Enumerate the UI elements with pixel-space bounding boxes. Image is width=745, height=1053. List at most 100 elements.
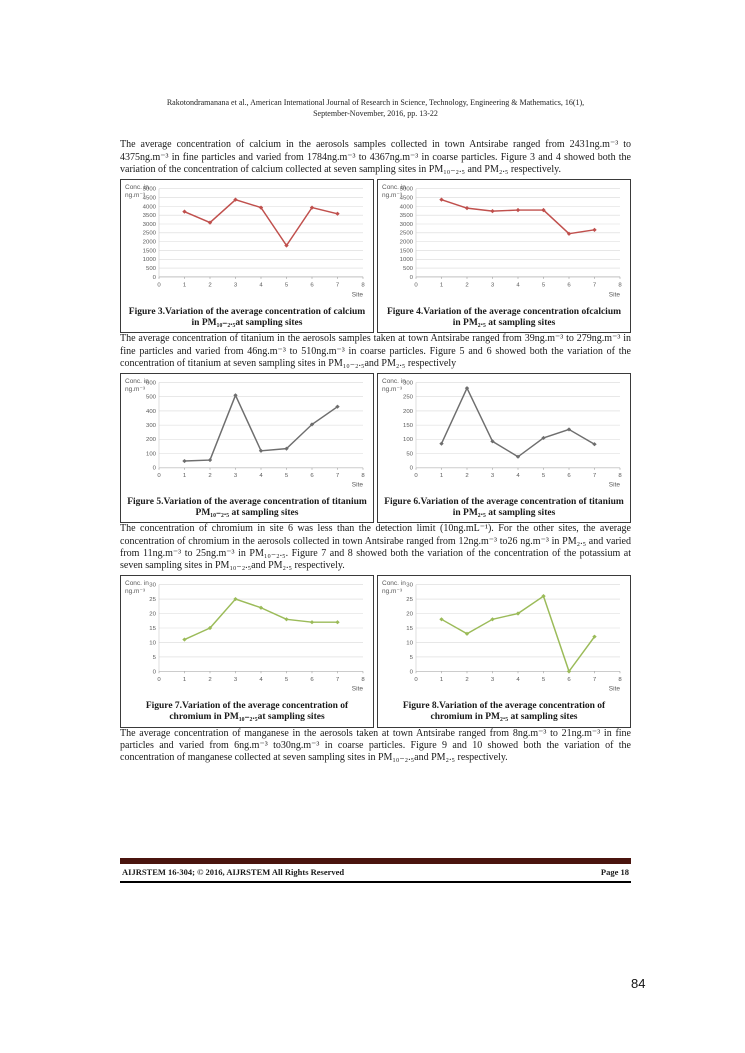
svg-text:5: 5 bbox=[542, 282, 546, 288]
svg-text:100: 100 bbox=[146, 451, 156, 457]
figure8-chart-area: Conc. in ng.m⁻³ 0 5 10 15 20 25 30 0 1 2 3 4 5 6 7 8 Sit… bbox=[378, 576, 630, 700]
svg-text:500: 500 bbox=[146, 266, 157, 272]
svg-text:8: 8 bbox=[618, 677, 621, 683]
svg-text:4000: 4000 bbox=[400, 204, 414, 210]
footer-rule bbox=[120, 881, 631, 883]
svg-text:4: 4 bbox=[259, 282, 263, 288]
svg-text:4500: 4500 bbox=[143, 195, 157, 201]
figure4-panel: Conc. in ng.m⁻³ 0 500 1000 1500 2000 2500 3000… bbox=[377, 178, 631, 334]
figure-row-3-4: Conc. in ng.m⁻³ 0 500 1000 1500 2000 2500 3000… bbox=[120, 178, 631, 334]
figure7-panel: Conc. in ng.m⁻³ 0 5 10 15 20 25 30 0 1 2 3 4 5 6 7 8 Sit… bbox=[120, 574, 374, 728]
svg-text:100: 100 bbox=[403, 437, 413, 443]
svg-text:2500: 2500 bbox=[400, 230, 414, 236]
svg-text:400: 400 bbox=[146, 408, 156, 414]
svg-text:Site: Site bbox=[352, 685, 364, 692]
page-content: Rakotondramanana et al., American Intern… bbox=[120, 97, 631, 765]
journal-header-line1: Rakotondramanana et al., American Intern… bbox=[166, 98, 585, 107]
svg-text:0: 0 bbox=[414, 473, 417, 479]
figure5-line-chart: 0 100 200 300 400 500 600 0 1 2 3 4 5 6 7 8 Site bbox=[146, 380, 365, 488]
svg-text:7: 7 bbox=[336, 282, 339, 288]
footer-page-label: Page 18 bbox=[600, 867, 629, 877]
svg-text:200: 200 bbox=[403, 408, 413, 414]
paragraph-manganese: The average concentration of manganese i… bbox=[120, 727, 631, 764]
svg-text:3: 3 bbox=[234, 473, 237, 479]
svg-text:500: 500 bbox=[403, 266, 414, 272]
svg-text:2: 2 bbox=[208, 473, 211, 479]
paragraph-titanium: The average concentration of titanium in… bbox=[120, 333, 631, 370]
svg-text:4: 4 bbox=[259, 473, 263, 479]
svg-text:7: 7 bbox=[336, 473, 339, 479]
svg-text:0: 0 bbox=[410, 669, 414, 675]
svg-text:4: 4 bbox=[516, 282, 520, 288]
figure5-panel: Conc. in ng.m⁻³ 0 100 200 300 400 500 600 0 1 2 3 4… bbox=[120, 372, 374, 524]
svg-text:4000: 4000 bbox=[143, 204, 157, 210]
svg-text:7: 7 bbox=[336, 677, 339, 683]
figure-row-7-8: Conc. in ng.m⁻³ 0 5 10 15 20 25 30 0 1 2 3 4 5 6 7 8 Sit… bbox=[120, 574, 631, 728]
svg-text:Site: Site bbox=[609, 291, 621, 298]
footer-accent-bar bbox=[120, 858, 631, 864]
figure8-y-unit-label: Conc. in ng.m⁻³ bbox=[382, 579, 406, 596]
journal-header-line2: September-November, 2016, pp. 13-22 bbox=[313, 109, 438, 119]
figure8-line-chart: 0 5 10 15 20 25 30 0 1 2 3 4 5 6 7 8 Site bbox=[406, 582, 621, 692]
svg-text:6: 6 bbox=[310, 677, 313, 683]
svg-text:5: 5 bbox=[285, 473, 288, 479]
figure3-line-chart: 0 500 1000 1500 2000 2500 3000 3500 4000 4500 5000… bbox=[143, 186, 366, 298]
svg-text:600: 600 bbox=[146, 380, 156, 386]
figure6-panel: Conc. in ng.m⁻³ 0 50 100 150 200 250 300 0 1 2 3 4 5… bbox=[377, 372, 631, 524]
svg-text:5000: 5000 bbox=[143, 186, 157, 192]
svg-text:Site: Site bbox=[609, 481, 621, 488]
figure8-panel: Conc. in ng.m⁻³ 0 5 10 15 20 25 30 0 1 2 3 4 5 6 7 8 Sit… bbox=[377, 574, 631, 728]
figure3-caption: Figure 3.Variation of the average concen… bbox=[128, 306, 366, 328]
svg-text:3: 3 bbox=[234, 677, 237, 683]
svg-text:1500: 1500 bbox=[143, 248, 157, 254]
svg-text:10: 10 bbox=[149, 640, 156, 646]
svg-text:25: 25 bbox=[406, 597, 413, 603]
svg-text:3: 3 bbox=[491, 282, 495, 288]
svg-text:3500: 3500 bbox=[400, 213, 414, 219]
svg-text:3: 3 bbox=[491, 677, 494, 683]
footer-text-row: AIJRSTEM 16-304; © 2016, AIJRSTEM All Ri… bbox=[120, 864, 631, 881]
figure7-chart-area: Conc. in ng.m⁻³ 0 5 10 15 20 25 30 0 1 2 3 4 5 6 7 8 Sit… bbox=[121, 576, 373, 700]
figure5-y-unit-label: Conc. in ng.m⁻³ bbox=[125, 377, 149, 393]
svg-text:3500: 3500 bbox=[143, 213, 157, 219]
figure6-line-chart: 0 50 100 150 200 250 300 0 1 2 3 4 5 6 7 8 Site bbox=[403, 380, 622, 488]
journal-header: Rakotondramanana et al., American Intern… bbox=[120, 97, 631, 119]
footer-left-text: AIJRSTEM 16-304; © 2016, AIJRSTEM All Ri… bbox=[122, 867, 345, 877]
svg-text:7: 7 bbox=[593, 677, 596, 683]
svg-text:6: 6 bbox=[567, 473, 570, 479]
svg-text:3000: 3000 bbox=[400, 222, 414, 228]
svg-text:8: 8 bbox=[618, 282, 622, 288]
figure5-caption: Figure 5.Variation of the average concen… bbox=[127, 496, 367, 518]
svg-text:0: 0 bbox=[157, 473, 160, 479]
svg-text:3000: 3000 bbox=[143, 222, 157, 228]
svg-text:5: 5 bbox=[542, 677, 546, 683]
svg-text:2: 2 bbox=[465, 282, 468, 288]
svg-text:1500: 1500 bbox=[400, 248, 414, 254]
svg-text:2: 2 bbox=[465, 473, 468, 479]
svg-text:5: 5 bbox=[410, 655, 414, 661]
svg-text:30: 30 bbox=[406, 582, 413, 588]
figure7-line-chart: 0 5 10 15 20 25 30 0 1 2 3 4 5 6 7 8 Site bbox=[149, 582, 364, 692]
svg-text:5: 5 bbox=[153, 655, 157, 661]
svg-text:50: 50 bbox=[406, 451, 413, 457]
svg-text:1: 1 bbox=[440, 677, 443, 683]
svg-text:5: 5 bbox=[285, 282, 289, 288]
svg-text:5: 5 bbox=[285, 677, 289, 683]
svg-text:0: 0 bbox=[153, 465, 156, 471]
svg-text:6: 6 bbox=[310, 282, 314, 288]
figure3-y-unit-label: Conc. in ng.m⁻³ bbox=[125, 183, 149, 199]
figure7-caption: Figure 7.Variation of the average concen… bbox=[145, 700, 349, 723]
figure3-chart-area: Conc. in ng.m⁻³ 0 500 1000 1500 2000 2500 3000… bbox=[121, 180, 373, 306]
svg-text:25: 25 bbox=[149, 597, 156, 603]
svg-text:0: 0 bbox=[153, 669, 157, 675]
svg-text:8: 8 bbox=[361, 473, 364, 479]
svg-text:2000: 2000 bbox=[143, 239, 157, 245]
svg-text:10: 10 bbox=[406, 640, 413, 646]
svg-text:30: 30 bbox=[149, 582, 156, 588]
svg-text:1: 1 bbox=[183, 473, 186, 479]
svg-text:300: 300 bbox=[146, 423, 156, 429]
figure4-y-unit-label: Conc. in ng.m⁻³ bbox=[382, 183, 406, 199]
svg-text:6: 6 bbox=[310, 473, 313, 479]
svg-text:200: 200 bbox=[146, 437, 156, 443]
